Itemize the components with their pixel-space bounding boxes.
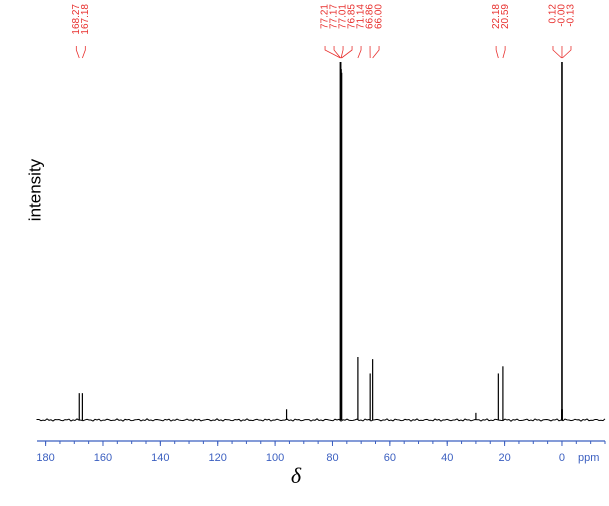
peak-label-connector bbox=[357, 46, 362, 59]
peak-label-connector bbox=[75, 46, 80, 59]
peak-label: 71.14 bbox=[356, 4, 367, 29]
x-tick-label: 0 bbox=[559, 452, 565, 464]
x-unit: ppm bbox=[578, 452, 599, 464]
x-axis-label: δ bbox=[291, 463, 302, 488]
peak-label-connector bbox=[562, 46, 572, 59]
peak-label-connector bbox=[502, 46, 506, 59]
peak-label-connector bbox=[372, 46, 380, 59]
peak-label-connector bbox=[341, 46, 353, 59]
x-tick-label: 80 bbox=[326, 452, 338, 464]
peak-label: 77.21 bbox=[320, 4, 331, 29]
peak-label-connector bbox=[333, 46, 341, 59]
peak-label-connector bbox=[324, 46, 341, 59]
x-tick-label: 180 bbox=[36, 452, 54, 464]
peak-label: 167.18 bbox=[80, 4, 91, 35]
peak-label: -0.13 bbox=[566, 4, 577, 27]
x-tick-label: 120 bbox=[209, 452, 227, 464]
peak-label: 168.27 bbox=[71, 4, 82, 35]
peak-label-connector bbox=[340, 46, 344, 59]
peak-label-connector bbox=[82, 46, 86, 59]
peak-label-connector bbox=[495, 46, 499, 59]
x-tick-label: 60 bbox=[384, 452, 396, 464]
peak-label: 77.01 bbox=[338, 4, 349, 29]
peak-label: 20.59 bbox=[500, 4, 511, 29]
peak-label: 76.85 bbox=[347, 4, 358, 29]
peak-label: -0.00 bbox=[557, 4, 568, 27]
x-tick-label: 160 bbox=[94, 452, 112, 464]
baseline bbox=[36, 418, 606, 422]
x-tick-label: 100 bbox=[266, 452, 284, 464]
peak-label-connector bbox=[552, 46, 562, 59]
peak-label: 77.17 bbox=[329, 4, 340, 29]
peak-label: 66.00 bbox=[374, 4, 385, 29]
peak-label: 66.86 bbox=[365, 4, 376, 29]
peak-label: 22.18 bbox=[491, 4, 502, 29]
x-tick-label: 40 bbox=[441, 452, 453, 464]
y-axis-label: intensity bbox=[25, 158, 44, 221]
x-tick-label: 20 bbox=[498, 452, 510, 464]
x-tick-label: 140 bbox=[151, 452, 169, 464]
peak-label: 0.12 bbox=[548, 4, 559, 24]
